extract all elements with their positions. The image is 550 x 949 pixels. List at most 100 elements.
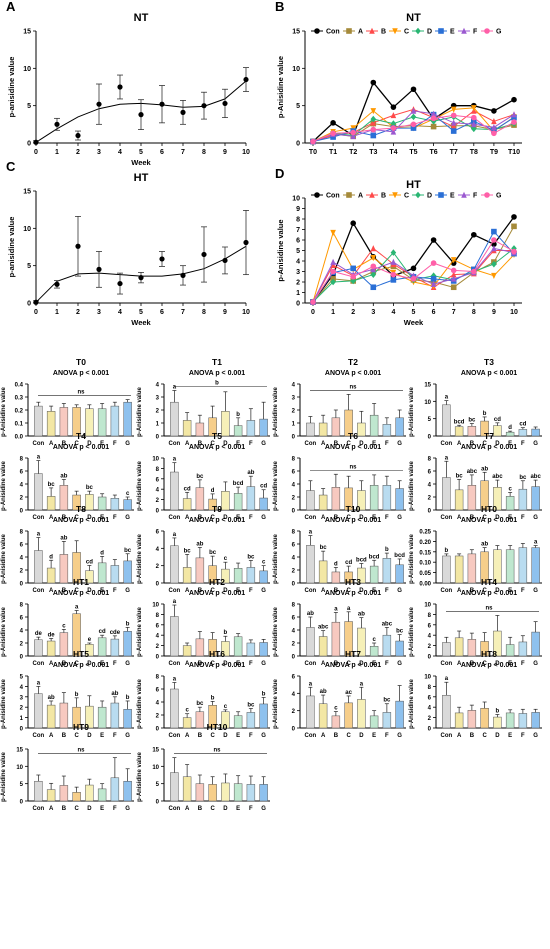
legend-label: D [427,29,432,36]
x-tick-label: E [372,441,376,447]
x-tick-label: Con [169,515,181,521]
significance-letter: ab [60,473,67,479]
x-tick-label: G [125,806,130,812]
series-marker [350,129,357,136]
bar [531,486,540,511]
group-label: ns [485,605,493,611]
bar [72,792,81,802]
significance-letter: a [75,605,79,611]
significance-letter: e [88,637,92,643]
x-tick-label: G [261,588,266,594]
y-tick-label: 1 [20,716,24,722]
y-tick-label: 8 [292,603,296,609]
significance-letter: d [49,554,53,560]
x-tick-label: A [457,515,462,521]
x-tick-label: T0 [309,149,317,156]
bar [395,700,404,729]
x-tick-label: G [125,661,130,667]
y-tick-label: 5 [20,782,24,788]
bar [467,553,477,584]
x-tick-label: 1 [55,149,59,156]
x-tick-label: B [62,588,67,594]
x-tick-label: G [533,661,538,667]
bar [531,547,540,584]
x-tick-label: 6 [160,149,164,156]
series-marker [370,263,377,270]
series-marker [370,79,377,86]
chart-title: HT [134,172,149,184]
bar [505,644,515,657]
series-marker [370,271,377,278]
series-marker [491,108,497,114]
panel-B: B NT 0 5 10 15 T0 T1 T2 T3 T4 T5 T6 T7 T8 T9 T10 p-Anisid… [275,0,522,156]
panel-title: HT2 [209,577,225,587]
bar [357,422,366,437]
legend-label: F [473,193,478,200]
y-tick-label: 3 [156,396,160,402]
x-tick-label: 9 [492,309,496,316]
y-tick-label: 2 [20,642,24,648]
bar [442,642,451,657]
x-tick-label: Con [169,441,181,447]
series-marker [471,105,477,112]
bar [382,712,392,729]
y-tick-label: 0.10 [419,561,431,567]
significance-letter: ab [196,541,203,547]
x-tick-label: E [236,588,240,594]
panel-title: HT7 [345,649,361,659]
x-tick-label: C [346,588,351,594]
series-marker [330,258,336,265]
series-marker [430,123,437,130]
x-tick-label: B [198,733,203,739]
significance-letter: b [211,695,215,701]
y-tick-label: 4 [20,556,24,562]
bar-panel-HT4: HT4 ANOVA p < 0.001 0 2 4 6 8 10 p-Anisidine val… [409,577,542,667]
bar [531,428,540,437]
y-tick-label: 6 [156,477,160,483]
bar [97,788,107,802]
x-tick-label: D [359,661,364,667]
x-tick-label: E [372,733,376,739]
x-tick-label: A [321,733,326,739]
x-tick-label: F [113,661,117,667]
y-tick-label: 4 [428,483,432,489]
bar-panel-HT2: HT2 ANOVA p < 0.001 0 2 4 6 8 10 p-Anisidine val… [137,577,270,667]
x-tick-label: C [210,588,215,594]
x-tick-label: G [261,441,266,447]
significance-letter: d [508,425,512,431]
bar-panel-T1: T1 ANOVA p < 0.001 0 1 2 3 4 p-Anisidine value C… [137,357,270,447]
series-marker [370,284,377,291]
significance-letter: c [508,486,512,492]
x-tick-label: C [482,661,487,667]
y-tick-label: 6 [20,543,24,549]
significance-letter: b [262,691,266,697]
x-tick-label: E [372,515,376,521]
significance-letter: bcd [394,553,405,559]
x-tick-label: D [87,661,92,667]
y-axis-label: p-Anisidine value [273,607,279,657]
x-tick-label: Con [305,733,317,739]
bar [259,642,268,657]
x-tick-label: B [198,588,203,594]
x-tick-label: B [198,806,203,812]
significance-letter: cd [519,422,526,428]
bar [306,422,315,437]
y-axis-label: p-Anisidine value [137,461,143,511]
x-axis-label: Week [404,318,424,327]
significance-letter: abc [318,625,329,631]
x-tick-label: 4 [391,309,395,316]
y-tick-label: 0 [20,655,24,661]
panel-title: HT10 [207,722,228,732]
significance-letter: c [126,491,130,497]
series-marker [392,192,398,199]
x-tick-label: E [236,733,240,739]
y-tick-label: 10 [424,603,431,609]
bar [246,420,256,437]
bar [369,565,379,584]
y-tick-label: 4 [292,483,296,489]
x-tick-label: T9 [490,149,498,156]
x-tick-label: F [113,806,117,812]
significance-letter: c [262,560,266,566]
x-tick-label: G [397,588,402,594]
anova-label: ANOVA p < 0.001 [189,662,245,669]
